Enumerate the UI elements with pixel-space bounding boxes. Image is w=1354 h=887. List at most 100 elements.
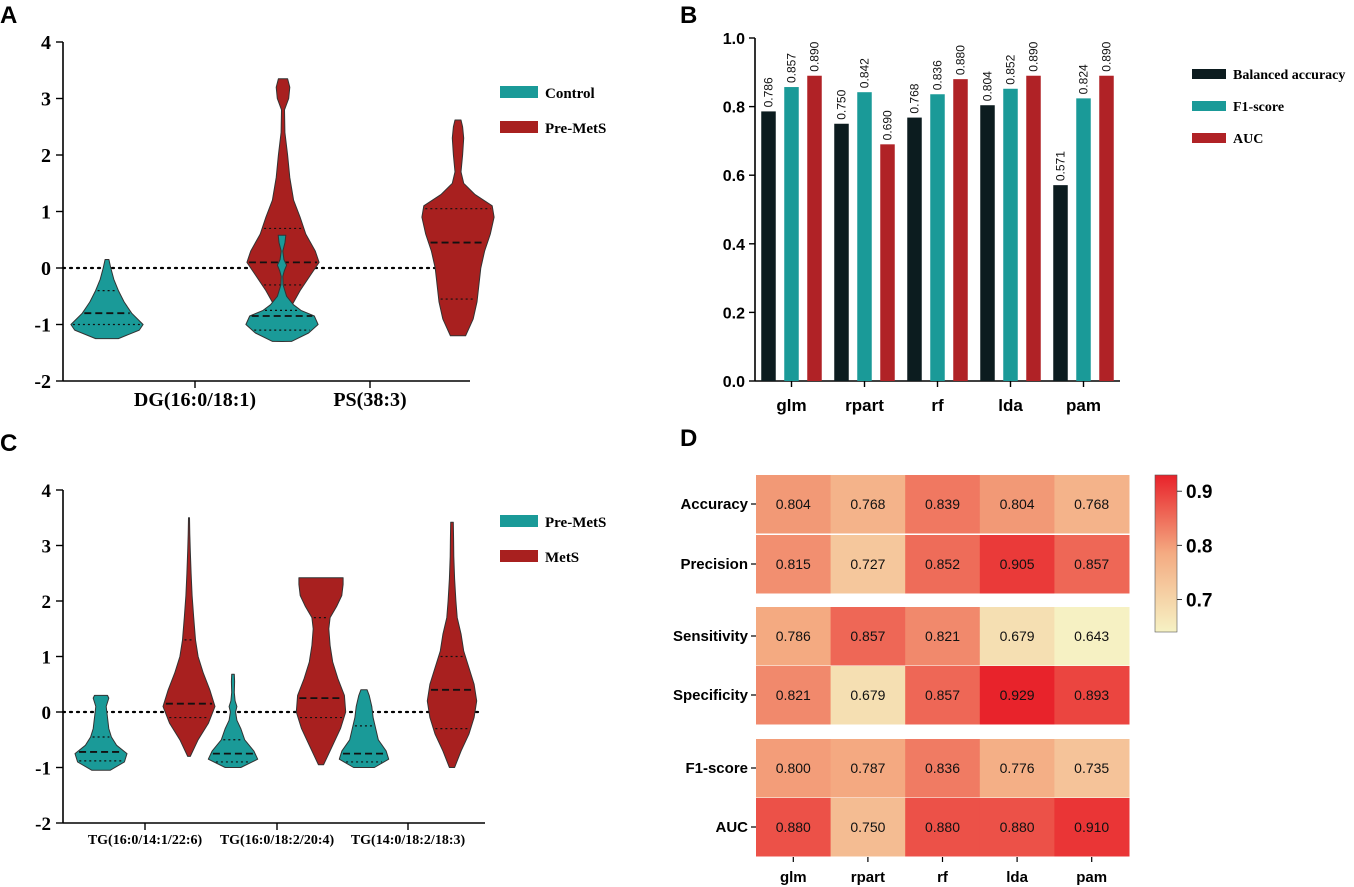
heatmap-cell (979, 607, 1055, 666)
heatmap-cell (756, 739, 832, 798)
panel-label-b: B (680, 2, 697, 29)
heatmap-cell (905, 798, 981, 857)
bar-value-label: 0.852 (1004, 54, 1018, 84)
bar-value-label: 0.842 (858, 58, 872, 88)
panel-d-heatmap: glm rpart rf lda pam 0.804 0.768 0.839 0.804 0.76… (673, 474, 1212, 886)
heatmap-cell (1054, 607, 1130, 666)
violin (426, 521, 478, 768)
heatmap-cell-value: 0.893 (1074, 687, 1109, 703)
legend-swatch (500, 86, 538, 98)
y-tick-label: -2 (34, 371, 51, 393)
heatmap-cell (979, 535, 1055, 594)
heatmap-cell-value: 0.857 (850, 628, 885, 644)
heatmap-cell-value: 0.776 (1000, 760, 1035, 776)
heatmap-cell-value: 0.852 (925, 556, 960, 572)
panel-label-c: C (0, 430, 17, 457)
bar (1003, 88, 1018, 381)
heatmap-cell-value: 0.727 (850, 556, 885, 572)
y-tick-label: 0.6 (723, 168, 745, 185)
x-tick-label: PS(38:3) (333, 389, 406, 411)
y-tick-label: -1 (34, 315, 51, 337)
bar (880, 144, 895, 381)
heatmap-cell-value: 0.905 (1000, 556, 1035, 572)
bar-value-label: 0.890 (1027, 41, 1041, 71)
heatmap-cell-value: 0.735 (1074, 760, 1109, 776)
row-label: Sensitivity (673, 628, 749, 645)
bar-value-label: 0.890 (808, 41, 822, 71)
violin (245, 234, 319, 342)
heatmap-cell-value: 0.839 (925, 496, 960, 512)
x-tick-label: TG(16:0/14:1/22:6) (88, 833, 203, 848)
x-tick-label: DG(16:0/18:1) (134, 389, 256, 411)
heatmap-cell-value: 0.880 (1000, 819, 1035, 835)
bar-value-label: 0.824 (1077, 64, 1091, 94)
violin (338, 689, 390, 768)
heatmap-cell-value: 0.880 (776, 819, 811, 835)
colorbar-tick-label: 0.9 (1186, 482, 1212, 503)
x-tick-label: rpart (851, 869, 885, 886)
row-label: Precision (680, 556, 748, 573)
x-tick-label: TG(14:0/18:2/18:3) (351, 833, 466, 848)
legend-swatch (500, 515, 538, 527)
heatmap-cell (979, 666, 1055, 725)
panel-label-a: A (0, 2, 17, 29)
bar (907, 117, 922, 382)
heatmap-cell-value: 0.750 (850, 819, 885, 835)
heatmap-cell-value: 0.857 (1074, 556, 1109, 572)
panel-b-bar-chart: 0.0 0.2 0.4 0.6 0.8 1.0 glm 0.786 0.857 0.890 rpar… (723, 31, 1346, 415)
violin (421, 119, 495, 337)
bar (807, 75, 822, 381)
panel-c-violin-chart: 4 3 2 1 0 -1 -2 TG(16:0/14:1/22:6) TG(16:0/18:2/… (35, 481, 606, 848)
bar-value-label: 0.804 (981, 71, 995, 101)
x-tick-label: rf (931, 396, 944, 415)
heatmap-cell (756, 535, 832, 594)
heatmap-cell-value: 0.768 (1074, 496, 1109, 512)
bar-value-label: 0.836 (931, 60, 945, 90)
x-tick-label: glm (780, 869, 807, 886)
heatmap-cell-value: 0.768 (850, 496, 885, 512)
bar (784, 87, 799, 381)
heatmap-cell (905, 475, 981, 534)
y-tick-label: 1 (41, 202, 51, 224)
y-tick-label: 0.0 (723, 374, 745, 391)
y-tick-label: -1 (35, 759, 51, 780)
y-tick-label: 1 (42, 648, 52, 669)
legend-label: AUC (1233, 132, 1263, 147)
heatmap-cell (905, 535, 981, 594)
row-label: Specificity (673, 687, 749, 704)
heatmap-cell-value: 0.643 (1074, 628, 1109, 644)
heatmap-cell (1054, 798, 1130, 857)
x-tick-label: rpart (845, 396, 884, 415)
heatmap-cell-value: 0.857 (925, 687, 960, 703)
heatmap-cell (1054, 739, 1130, 798)
legend-label: Control (545, 86, 595, 102)
x-tick-label: lda (1006, 869, 1028, 886)
bar (1053, 185, 1068, 381)
heatmap-cell (830, 475, 906, 534)
x-tick-label: pam (1076, 869, 1107, 886)
row-label: F1-score (685, 760, 748, 777)
heatmap-cell (1054, 535, 1130, 594)
row-label: Accuracy (680, 496, 748, 513)
bar (1099, 75, 1114, 381)
bar-value-label: 0.768 (908, 83, 922, 113)
heatmap-cell (756, 666, 832, 725)
legend-swatch (1192, 101, 1226, 111)
violin (295, 577, 347, 766)
y-tick-label: 0.8 (723, 100, 745, 117)
heatmap-cell-value: 0.679 (1000, 628, 1035, 644)
violin (74, 694, 128, 771)
heatmap-cell (979, 798, 1055, 857)
heatmap-cell (905, 607, 981, 666)
heatmap-cell-value: 0.880 (925, 819, 960, 835)
heatmap-cell-value: 0.787 (850, 760, 885, 776)
heatmap-cell (1054, 666, 1130, 725)
colorbar (1154, 474, 1178, 633)
bar-value-label: 0.750 (835, 89, 849, 119)
y-tick-label: 3 (42, 537, 52, 558)
bar-value-label: 0.690 (881, 110, 895, 140)
heatmap-cell (905, 666, 981, 725)
bar (930, 94, 945, 381)
legend-label: Pre-MetS (545, 121, 606, 137)
